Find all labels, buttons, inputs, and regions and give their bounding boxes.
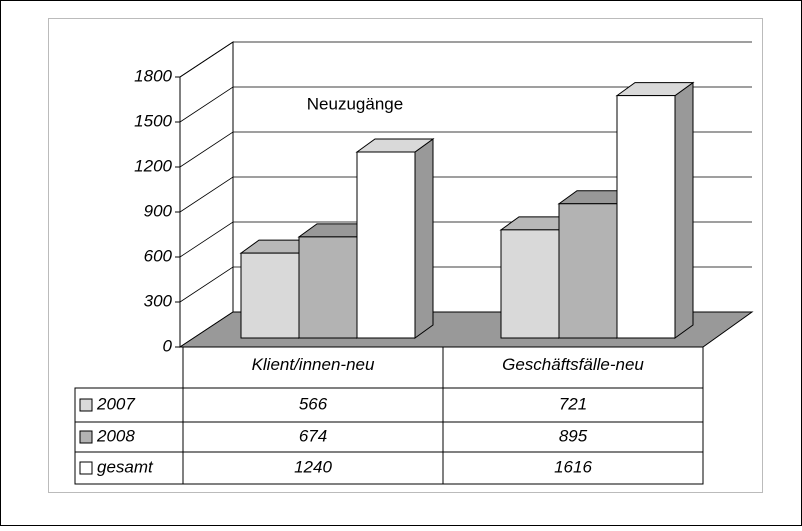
chart-title: Neuzugänge [307,94,403,113]
table-frame [74,387,704,485]
legend-swatch [79,398,93,412]
y-tick-label: 600 [144,246,173,265]
bar-side [414,138,434,339]
legend-swatch [79,461,93,475]
x-tick-label: Geschäftsfälle-neu [502,355,644,374]
y-tick-label: 1500 [134,111,172,130]
y-tick-label: 300 [144,291,173,310]
data-label: 895 [559,426,588,445]
legend-label: gesamt [97,457,154,476]
bar [356,151,416,339]
bar [558,203,618,339]
bar [500,229,560,339]
data-label: 721 [559,394,587,413]
data-label: 674 [299,426,327,445]
y-tick-label: 1200 [134,156,172,175]
bar [240,252,300,339]
y-tick-label: 1800 [134,66,172,85]
bar [298,236,358,339]
data-label: 566 [299,394,328,413]
legend-label: 2007 [96,394,135,413]
legend-label: 2008 [96,426,135,445]
bar [616,95,676,339]
bar-side [674,81,694,339]
data-label: 1240 [294,457,332,476]
y-tick-label: 0 [163,336,173,355]
x-tick-label: Klient/innen-neu [252,355,375,374]
data-label: 1616 [554,457,592,476]
legend-swatch [79,430,93,444]
y-tick-label: 900 [144,201,173,220]
